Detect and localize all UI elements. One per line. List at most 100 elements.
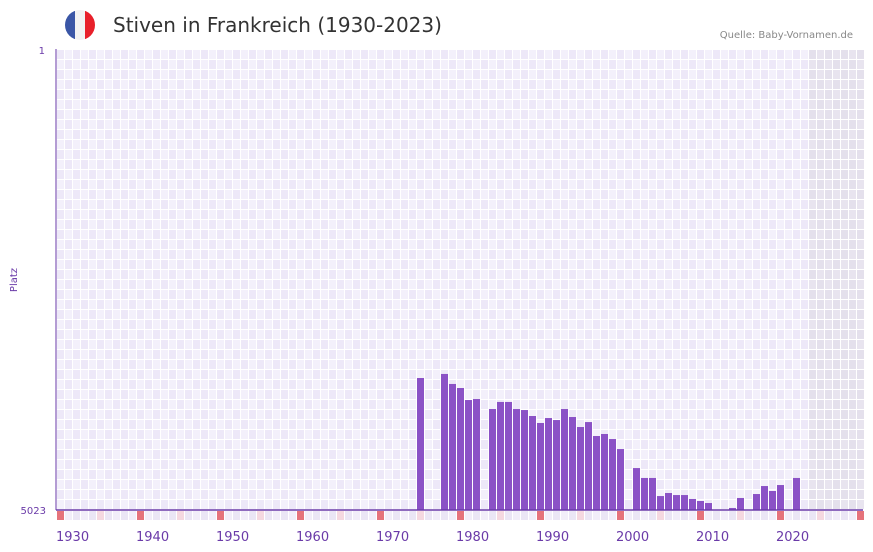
grid-cell	[145, 50, 152, 59]
grid-cell	[113, 170, 120, 179]
grid-cell	[817, 310, 824, 319]
grid-cell	[329, 340, 336, 349]
grid-cell	[601, 330, 608, 339]
grid-cell	[569, 290, 576, 299]
grid-cell	[745, 50, 752, 59]
grid-cell	[441, 70, 448, 79]
grid-cell	[513, 70, 520, 79]
year-marker	[169, 511, 176, 520]
grid-cell	[569, 60, 576, 69]
grid-cell	[313, 260, 320, 269]
grid-cell	[393, 190, 400, 199]
grid-cell	[729, 350, 736, 359]
grid-cell	[641, 340, 648, 349]
grid-cell	[193, 140, 200, 149]
grid-cell	[713, 170, 720, 179]
grid-cell	[177, 70, 184, 79]
grid-cell	[833, 400, 840, 409]
grid-cell	[769, 210, 776, 219]
grid-cell	[297, 90, 304, 99]
grid-cell	[737, 140, 744, 149]
grid-cell	[545, 150, 552, 159]
grid-cell	[841, 340, 848, 349]
grid-cell	[233, 290, 240, 299]
grid-cell	[153, 260, 160, 269]
grid-cell	[305, 330, 312, 339]
grid-cell	[833, 190, 840, 199]
grid-cell	[633, 180, 640, 189]
grid-cell	[329, 250, 336, 259]
grid-cell	[113, 110, 120, 119]
grid-cell	[657, 140, 664, 149]
grid-cell	[521, 60, 528, 69]
grid-cell	[801, 260, 808, 269]
grid-cell	[849, 190, 856, 199]
grid-cell	[193, 180, 200, 189]
grid-cell	[673, 320, 680, 329]
grid-cell	[449, 240, 456, 249]
grid-cell	[593, 170, 600, 179]
grid-cell	[345, 60, 352, 69]
grid-cell	[697, 70, 704, 79]
grid-cell	[489, 340, 496, 349]
grid-cell	[73, 390, 80, 399]
grid-cell	[81, 350, 88, 359]
grid-cell	[201, 300, 208, 309]
source-link[interactable]: Quelle: Baby-Vornamen.de	[719, 30, 853, 41]
grid-cell	[89, 380, 96, 389]
year-marker	[81, 511, 88, 520]
grid-cell	[769, 250, 776, 259]
grid-cell	[649, 430, 656, 439]
grid-cell	[505, 140, 512, 149]
grid-cell	[65, 440, 72, 449]
grid-cell	[353, 300, 360, 309]
grid-cell	[97, 400, 104, 409]
grid-cell	[825, 300, 832, 309]
grid-cell	[241, 410, 248, 419]
grid-cell	[769, 110, 776, 119]
grid-cell	[345, 110, 352, 119]
grid-cell	[353, 260, 360, 269]
grid-cell	[673, 330, 680, 339]
grid-cell	[801, 480, 808, 489]
grid-cell	[225, 180, 232, 189]
grid-cell	[825, 430, 832, 439]
grid-cell	[281, 240, 288, 249]
grid-cell	[625, 190, 632, 199]
grid-cell	[601, 300, 608, 309]
grid-cell	[441, 110, 448, 119]
grid-cell	[833, 160, 840, 169]
grid-cell	[769, 480, 776, 489]
grid-cell	[689, 280, 696, 289]
grid-cell	[321, 500, 328, 509]
grid-cell	[113, 140, 120, 149]
grid-cell	[841, 500, 848, 509]
grid-cell	[409, 470, 416, 479]
grid-cell	[769, 380, 776, 389]
grid-cell	[689, 180, 696, 189]
grid-cell	[537, 190, 544, 199]
grid-cell	[361, 420, 368, 429]
grid-cell	[385, 90, 392, 99]
grid-cell	[705, 410, 712, 419]
grid-cell	[593, 280, 600, 289]
grid-cell	[633, 150, 640, 159]
grid-cell	[169, 280, 176, 289]
grid-cell	[593, 140, 600, 149]
grid-cell	[817, 200, 824, 209]
grid-cell	[233, 240, 240, 249]
grid-cell	[617, 420, 624, 429]
grid-cell	[121, 220, 128, 229]
grid-cell	[553, 250, 560, 259]
grid-cell	[113, 310, 120, 319]
grid-cell	[489, 300, 496, 309]
grid-cell	[529, 120, 536, 129]
grid-cell	[441, 360, 448, 369]
grid-cell	[257, 170, 264, 179]
grid-cell	[225, 210, 232, 219]
grid-cell	[153, 120, 160, 129]
grid-cell	[97, 250, 104, 259]
grid-cell	[249, 60, 256, 69]
grid-cell	[809, 260, 816, 269]
grid-cell	[433, 110, 440, 119]
